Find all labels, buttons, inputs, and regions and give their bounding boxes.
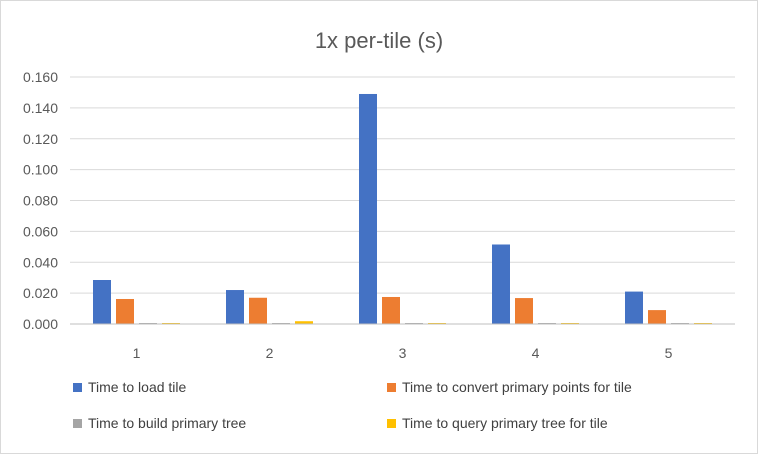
x-tick-label: 5 <box>665 345 673 361</box>
bar <box>295 321 313 324</box>
y-tick-label: 0.120 <box>23 131 58 147</box>
legend-swatch <box>73 419 82 428</box>
y-tick-label: 0.000 <box>23 316 58 332</box>
legend-swatch <box>387 383 396 392</box>
legend-label: Time to query primary tree for tile <box>402 415 608 431</box>
legend-label: Time to build primary tree <box>88 415 246 431</box>
bar <box>226 290 244 324</box>
bar <box>382 296 400 324</box>
y-tick-label: 0.060 <box>23 223 58 239</box>
y-tick-label: 0.020 <box>23 285 58 301</box>
x-tick-label: 3 <box>399 345 407 361</box>
bar <box>249 297 267 324</box>
x-tick-label: 2 <box>266 345 274 361</box>
bar <box>359 93 377 324</box>
y-tick-label: 0.040 <box>23 254 58 270</box>
legend-label: Time to load tile <box>88 379 187 395</box>
x-axis: 1 2 3 4 5 <box>70 323 735 361</box>
x-tick-label: 1 <box>133 345 141 361</box>
bar <box>116 298 134 324</box>
legend: Time to load tile Time to convert primary… <box>73 379 632 431</box>
bar <box>93 280 111 324</box>
y-tick-label: 0.080 <box>23 193 58 209</box>
gridlines <box>70 76 735 294</box>
bar <box>625 291 643 324</box>
legend-label: Time to convert primary points for tile <box>402 379 632 395</box>
y-axis: 0.000 0.020 0.040 0.060 0.080 0.100 0.120 0.140… <box>23 69 58 332</box>
bars <box>93 93 712 324</box>
x-tick-label: 4 <box>532 345 540 361</box>
legend-swatch <box>73 383 82 392</box>
bar <box>515 298 533 324</box>
y-tick-label: 0.140 <box>23 100 58 116</box>
y-tick-label: 0.160 <box>23 69 58 85</box>
legend-swatch <box>387 419 396 428</box>
y-tick-label: 0.100 <box>23 162 58 178</box>
bar <box>648 310 666 324</box>
chart-title: 1x per-tile (s) <box>315 28 443 53</box>
bar <box>492 244 510 324</box>
